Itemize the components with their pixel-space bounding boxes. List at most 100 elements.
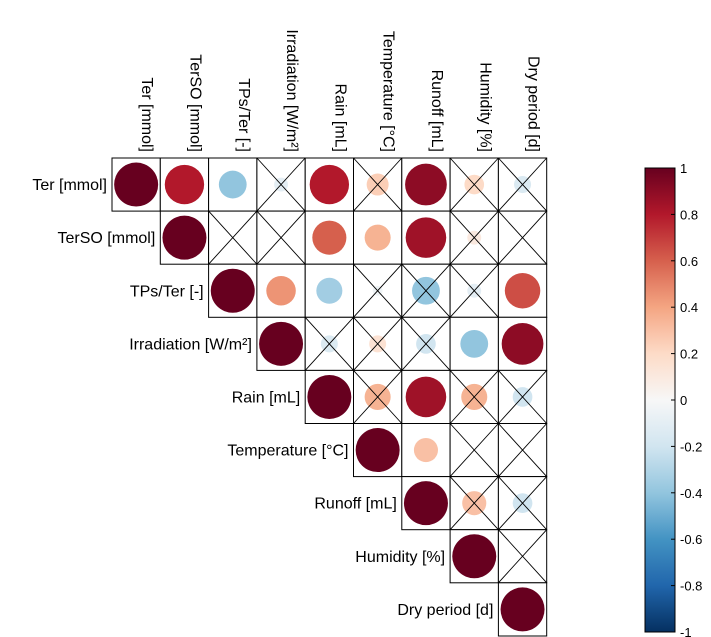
cross-line xyxy=(256,157,306,212)
cross-line xyxy=(498,529,548,584)
matrix-cell xyxy=(304,157,355,212)
row-label: Irradiation [W/m²] xyxy=(129,336,252,353)
matrix-cell xyxy=(449,529,499,584)
matrix-cell xyxy=(401,157,451,212)
cross-line xyxy=(353,263,403,318)
row-label: Dry period [d] xyxy=(397,602,493,619)
correlation-circle xyxy=(504,273,541,309)
matrix-cell xyxy=(401,210,451,265)
matrix-cell xyxy=(449,423,499,478)
colorbar-gradient xyxy=(644,167,676,633)
cross-line xyxy=(449,157,499,212)
matrix-cell xyxy=(208,157,258,212)
column-label: Runoff [mL] xyxy=(428,70,445,152)
colorbar-tick-label: 0.4 xyxy=(680,300,698,315)
row-label: Rain [mL] xyxy=(232,389,300,406)
colorbar-tick-label: 0.8 xyxy=(680,207,698,222)
cross-line xyxy=(401,316,451,371)
matrix-cell xyxy=(449,316,499,371)
colorbar-tick-label: -0.8 xyxy=(680,579,702,594)
column-label: Temperature [°C] xyxy=(380,31,397,152)
correlation-circle xyxy=(309,164,350,205)
row-labels: Ter [mmol] TerSO [mmol] TPs/Ter [-] Irradia… xyxy=(32,177,493,619)
matrix-cell xyxy=(449,476,499,531)
matrix-cell xyxy=(497,369,548,424)
colorbar-tick-label: -0.4 xyxy=(680,486,702,501)
row-label: TPs/Ter [-] xyxy=(130,283,204,300)
row-label: Runoff [mL] xyxy=(314,496,396,513)
matrix-cell xyxy=(449,157,499,212)
column-label: Irradiation [W/m²] xyxy=(283,29,300,152)
matrix-cell xyxy=(497,423,548,478)
matrix-cell xyxy=(304,210,355,265)
correlation-circle xyxy=(452,534,497,579)
matrix-cell xyxy=(401,263,451,318)
matrix-cell xyxy=(256,157,306,212)
matrix-cell xyxy=(353,316,403,371)
correlation-circle xyxy=(364,224,391,251)
matrix-cell xyxy=(353,263,403,318)
matrix-cell xyxy=(159,157,210,212)
cross-line xyxy=(498,210,548,265)
cross-line xyxy=(498,476,548,531)
correlation-circle xyxy=(218,170,247,199)
correlation-circle xyxy=(164,164,205,205)
correlation-circle xyxy=(355,428,400,473)
matrix-cell xyxy=(353,157,403,212)
matrix-cell xyxy=(401,316,451,371)
matrix-cell xyxy=(256,316,306,371)
correlation-circle xyxy=(316,277,343,304)
cross-line xyxy=(208,210,258,265)
column-label: Rain [mL] xyxy=(331,84,348,152)
correlation-circle xyxy=(500,587,545,632)
row-label: Temperature [°C] xyxy=(227,443,348,460)
cross-line xyxy=(498,157,548,212)
column-label: TPs/Ter [-] xyxy=(235,78,252,152)
correlation-circle xyxy=(210,268,255,313)
correlation-circle xyxy=(405,217,447,258)
matrix-cell xyxy=(256,210,306,265)
colorbar-tick-label: -0.6 xyxy=(680,532,702,547)
matrix-cell xyxy=(497,529,548,584)
matrix-cell xyxy=(449,369,499,424)
column-labels: Ter [mmol] TerSO [mmol] TPs/Ter [-] Irradia… xyxy=(138,29,541,152)
matrix-cell xyxy=(401,369,451,424)
matrix-cell xyxy=(497,476,548,531)
row-label: Humidity [%] xyxy=(355,549,445,566)
colorbar-tick-label: -0.2 xyxy=(680,439,702,454)
cross-line xyxy=(401,263,451,318)
colorbar: 1 0.8 0.6 0.4 0.2 0 -0.2 -0.4 -0.6 -0.8 -1 xyxy=(644,161,702,637)
matrix-cells xyxy=(111,157,548,637)
matrix-cell xyxy=(304,263,355,318)
correlation-circle xyxy=(307,374,352,419)
matrix-cell xyxy=(304,316,355,371)
matrix-cell xyxy=(497,582,548,637)
cross-line xyxy=(304,316,354,371)
matrix-cell xyxy=(353,369,403,424)
cross-line xyxy=(256,210,306,265)
matrix-cell xyxy=(304,369,355,424)
correlation-circle xyxy=(259,321,304,366)
cross-line xyxy=(449,423,499,477)
row-label: TerSO [mmol] xyxy=(58,230,156,247)
colorbar-tick-label: -1 xyxy=(680,625,692,637)
matrix-cell xyxy=(353,210,403,265)
cross-line xyxy=(498,370,548,424)
correlation-circle xyxy=(114,162,159,207)
cross-line xyxy=(498,423,548,477)
colorbar-tick-label: 0.6 xyxy=(680,254,698,269)
cross-line xyxy=(353,370,403,424)
cross-line xyxy=(449,476,499,531)
correlation-circle xyxy=(403,481,448,526)
correlation-circle xyxy=(266,275,296,306)
column-label: TerSO [mmol] xyxy=(186,54,203,152)
matrix-cell xyxy=(497,263,548,318)
colorbar-tick-label: 1 xyxy=(680,161,687,176)
cross-line xyxy=(449,210,499,265)
row-label: Ter [mmol] xyxy=(32,177,107,194)
matrix-cell xyxy=(159,210,210,265)
cross-line xyxy=(449,263,499,318)
correlation-circle xyxy=(413,438,439,463)
matrix-cell xyxy=(208,263,258,318)
